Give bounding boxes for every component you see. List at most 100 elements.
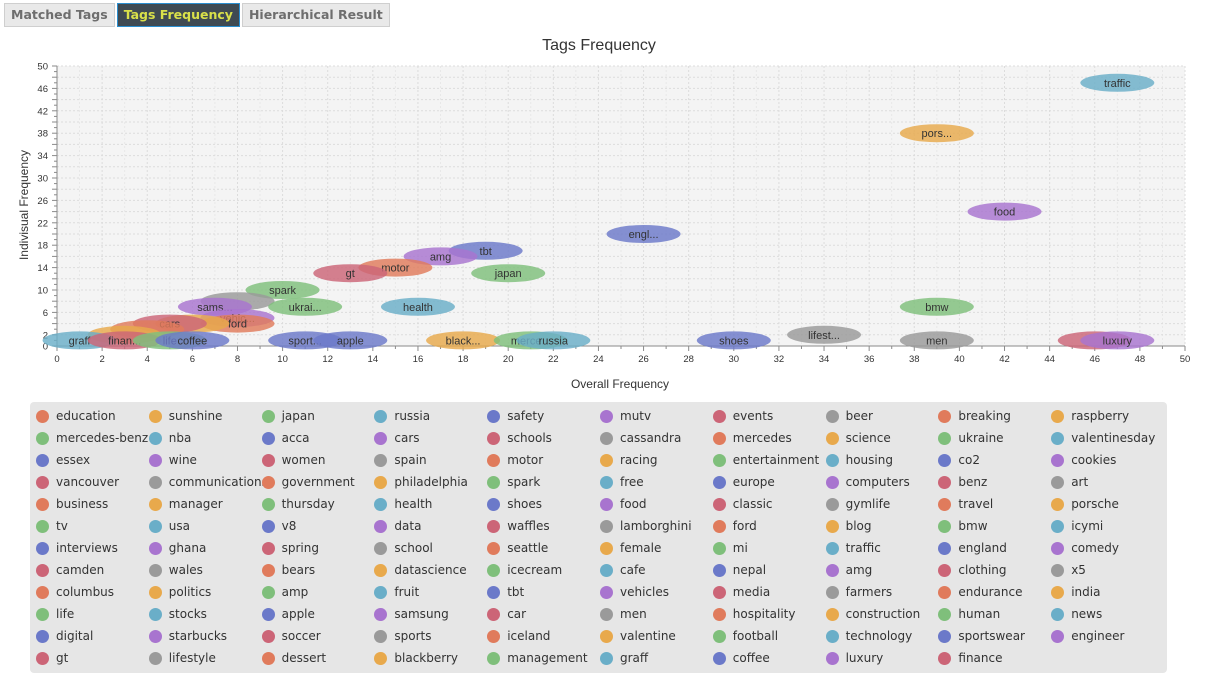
- legend-item[interactable]: benz: [938, 473, 987, 491]
- legend-item[interactable]: gt: [36, 649, 68, 667]
- legend-item[interactable]: data: [374, 517, 421, 535]
- legend-item[interactable]: spark: [487, 473, 540, 491]
- legend-item[interactable]: science: [825, 429, 891, 447]
- legend-item[interactable]: blog: [825, 517, 872, 535]
- legend-item[interactable]: finance: [938, 649, 1003, 667]
- legend-item[interactable]: vancouver: [36, 473, 119, 491]
- legend-item[interactable]: shoes: [487, 495, 542, 513]
- legend-item[interactable]: interviews: [36, 539, 118, 557]
- legend-item[interactable]: food: [600, 495, 647, 513]
- legend-item[interactable]: amp: [261, 583, 308, 601]
- legend-item[interactable]: digital: [36, 627, 93, 645]
- legend-item[interactable]: mi: [712, 539, 748, 557]
- legend-item[interactable]: cars: [374, 429, 420, 447]
- legend-item[interactable]: schools: [487, 429, 552, 447]
- legend-item[interactable]: philadelphia: [374, 473, 468, 491]
- legend-item[interactable]: racing: [600, 451, 657, 469]
- legend-item[interactable]: russia: [374, 407, 430, 425]
- legend-item[interactable]: graff: [600, 649, 648, 667]
- legend-item[interactable]: x5: [1051, 561, 1086, 579]
- legend-item[interactable]: female: [600, 539, 661, 557]
- legend-item[interactable]: usa: [148, 517, 190, 535]
- legend-item[interactable]: motor: [487, 451, 543, 469]
- legend-item[interactable]: spring: [261, 539, 319, 557]
- legend-item[interactable]: school: [374, 539, 433, 557]
- legend-item[interactable]: farmers: [825, 583, 892, 601]
- scatter-point[interactable]: pors...: [899, 124, 974, 143]
- legend-item[interactable]: technology: [825, 627, 912, 645]
- legend-item[interactable]: europe: [712, 473, 775, 491]
- legend-item[interactable]: waffles: [487, 517, 550, 535]
- legend-item[interactable]: mutv: [600, 407, 651, 425]
- legend-item[interactable]: ghana: [148, 539, 206, 557]
- legend-item[interactable]: football: [712, 627, 778, 645]
- scatter-point[interactable]: amg: [403, 247, 478, 266]
- legend-item[interactable]: travel: [938, 495, 993, 513]
- legend-item[interactable]: computers: [825, 473, 910, 491]
- legend-item[interactable]: starbucks: [148, 627, 227, 645]
- legend-item[interactable]: soccer: [261, 627, 321, 645]
- legend-item[interactable]: valentine: [600, 627, 676, 645]
- legend-item[interactable]: business: [36, 495, 108, 513]
- legend-item[interactable]: valentinesday: [1051, 429, 1155, 447]
- legend-item[interactable]: comedy: [1051, 539, 1119, 557]
- legend-item[interactable]: seattle: [487, 539, 548, 557]
- legend-item[interactable]: fruit: [374, 583, 419, 601]
- scatter-point[interactable]: apple: [313, 331, 388, 350]
- legend-item[interactable]: cassandra: [600, 429, 681, 447]
- legend-item[interactable]: raspberry: [1051, 407, 1129, 425]
- tab-tags-frequency[interactable]: Tags Frequency: [116, 3, 240, 27]
- legend-item[interactable]: porsche: [1051, 495, 1119, 513]
- legend-item[interactable]: car: [487, 605, 526, 623]
- legend-item[interactable]: lifestyle: [148, 649, 216, 667]
- legend-item[interactable]: communications: [148, 473, 268, 491]
- legend-item[interactable]: safety: [487, 407, 544, 425]
- legend-item[interactable]: men: [600, 605, 647, 623]
- scatter-point[interactable]: shoes: [696, 331, 771, 350]
- legend-item[interactable]: mercedes: [712, 429, 792, 447]
- scatter-point[interactable]: health: [380, 297, 455, 316]
- legend-item[interactable]: nepal: [712, 561, 766, 579]
- legend-item[interactable]: blackberry: [374, 649, 458, 667]
- legend-item[interactable]: gymlife: [825, 495, 890, 513]
- legend-item[interactable]: media: [712, 583, 770, 601]
- legend-item[interactable]: endurance: [938, 583, 1022, 601]
- tab-matched-tags[interactable]: Matched Tags: [4, 3, 115, 27]
- legend-item[interactable]: ford: [712, 517, 757, 535]
- legend-item[interactable]: co2: [938, 451, 980, 469]
- scatter-point[interactable]: men: [899, 331, 974, 350]
- scatter-point[interactable]: japan: [471, 264, 546, 283]
- legend-item[interactable]: dessert: [261, 649, 326, 667]
- scatter-point[interactable]: black...: [426, 331, 501, 350]
- scatter-point[interactable]: lifest...: [787, 325, 862, 344]
- legend-item[interactable]: politics: [148, 583, 211, 601]
- legend-item[interactable]: thursday: [261, 495, 335, 513]
- legend-item[interactable]: human: [938, 605, 1000, 623]
- legend-item[interactable]: apple: [261, 605, 315, 623]
- legend-item[interactable]: camden: [36, 561, 104, 579]
- legend-item[interactable]: government: [261, 473, 355, 491]
- tab-hierarchical-result[interactable]: Hierarchical Result: [241, 3, 390, 27]
- legend-item[interactable]: women: [261, 451, 325, 469]
- legend-item[interactable]: datascience: [374, 561, 467, 579]
- legend-item[interactable]: sunshine: [148, 407, 222, 425]
- legend-item[interactable]: samsung: [374, 605, 449, 623]
- legend-item[interactable]: cookies: [1051, 451, 1116, 469]
- legend-item[interactable]: bmw: [938, 517, 988, 535]
- scatter-point[interactable]: food: [967, 202, 1042, 221]
- legend-item[interactable]: events: [712, 407, 773, 425]
- scatter-point[interactable]: bmw: [899, 297, 974, 316]
- legend-item[interactable]: nba: [148, 429, 191, 447]
- legend-item[interactable]: lamborghini: [600, 517, 692, 535]
- legend-item[interactable]: columbus: [36, 583, 114, 601]
- scatter-point[interactable]: gt: [313, 264, 388, 283]
- legend-item[interactable]: construction: [825, 605, 920, 623]
- legend-item[interactable]: health: [374, 495, 432, 513]
- scatter-point[interactable]: russia: [516, 331, 591, 350]
- scatter-point[interactable]: spark: [245, 281, 320, 299]
- legend-item[interactable]: icecream: [487, 561, 562, 579]
- scatter-point[interactable]: ukrai...: [268, 297, 343, 316]
- legend-item[interactable]: beer: [825, 407, 873, 425]
- legend-item[interactable]: bears: [261, 561, 315, 579]
- scatter-point[interactable]: engl...: [606, 225, 681, 243]
